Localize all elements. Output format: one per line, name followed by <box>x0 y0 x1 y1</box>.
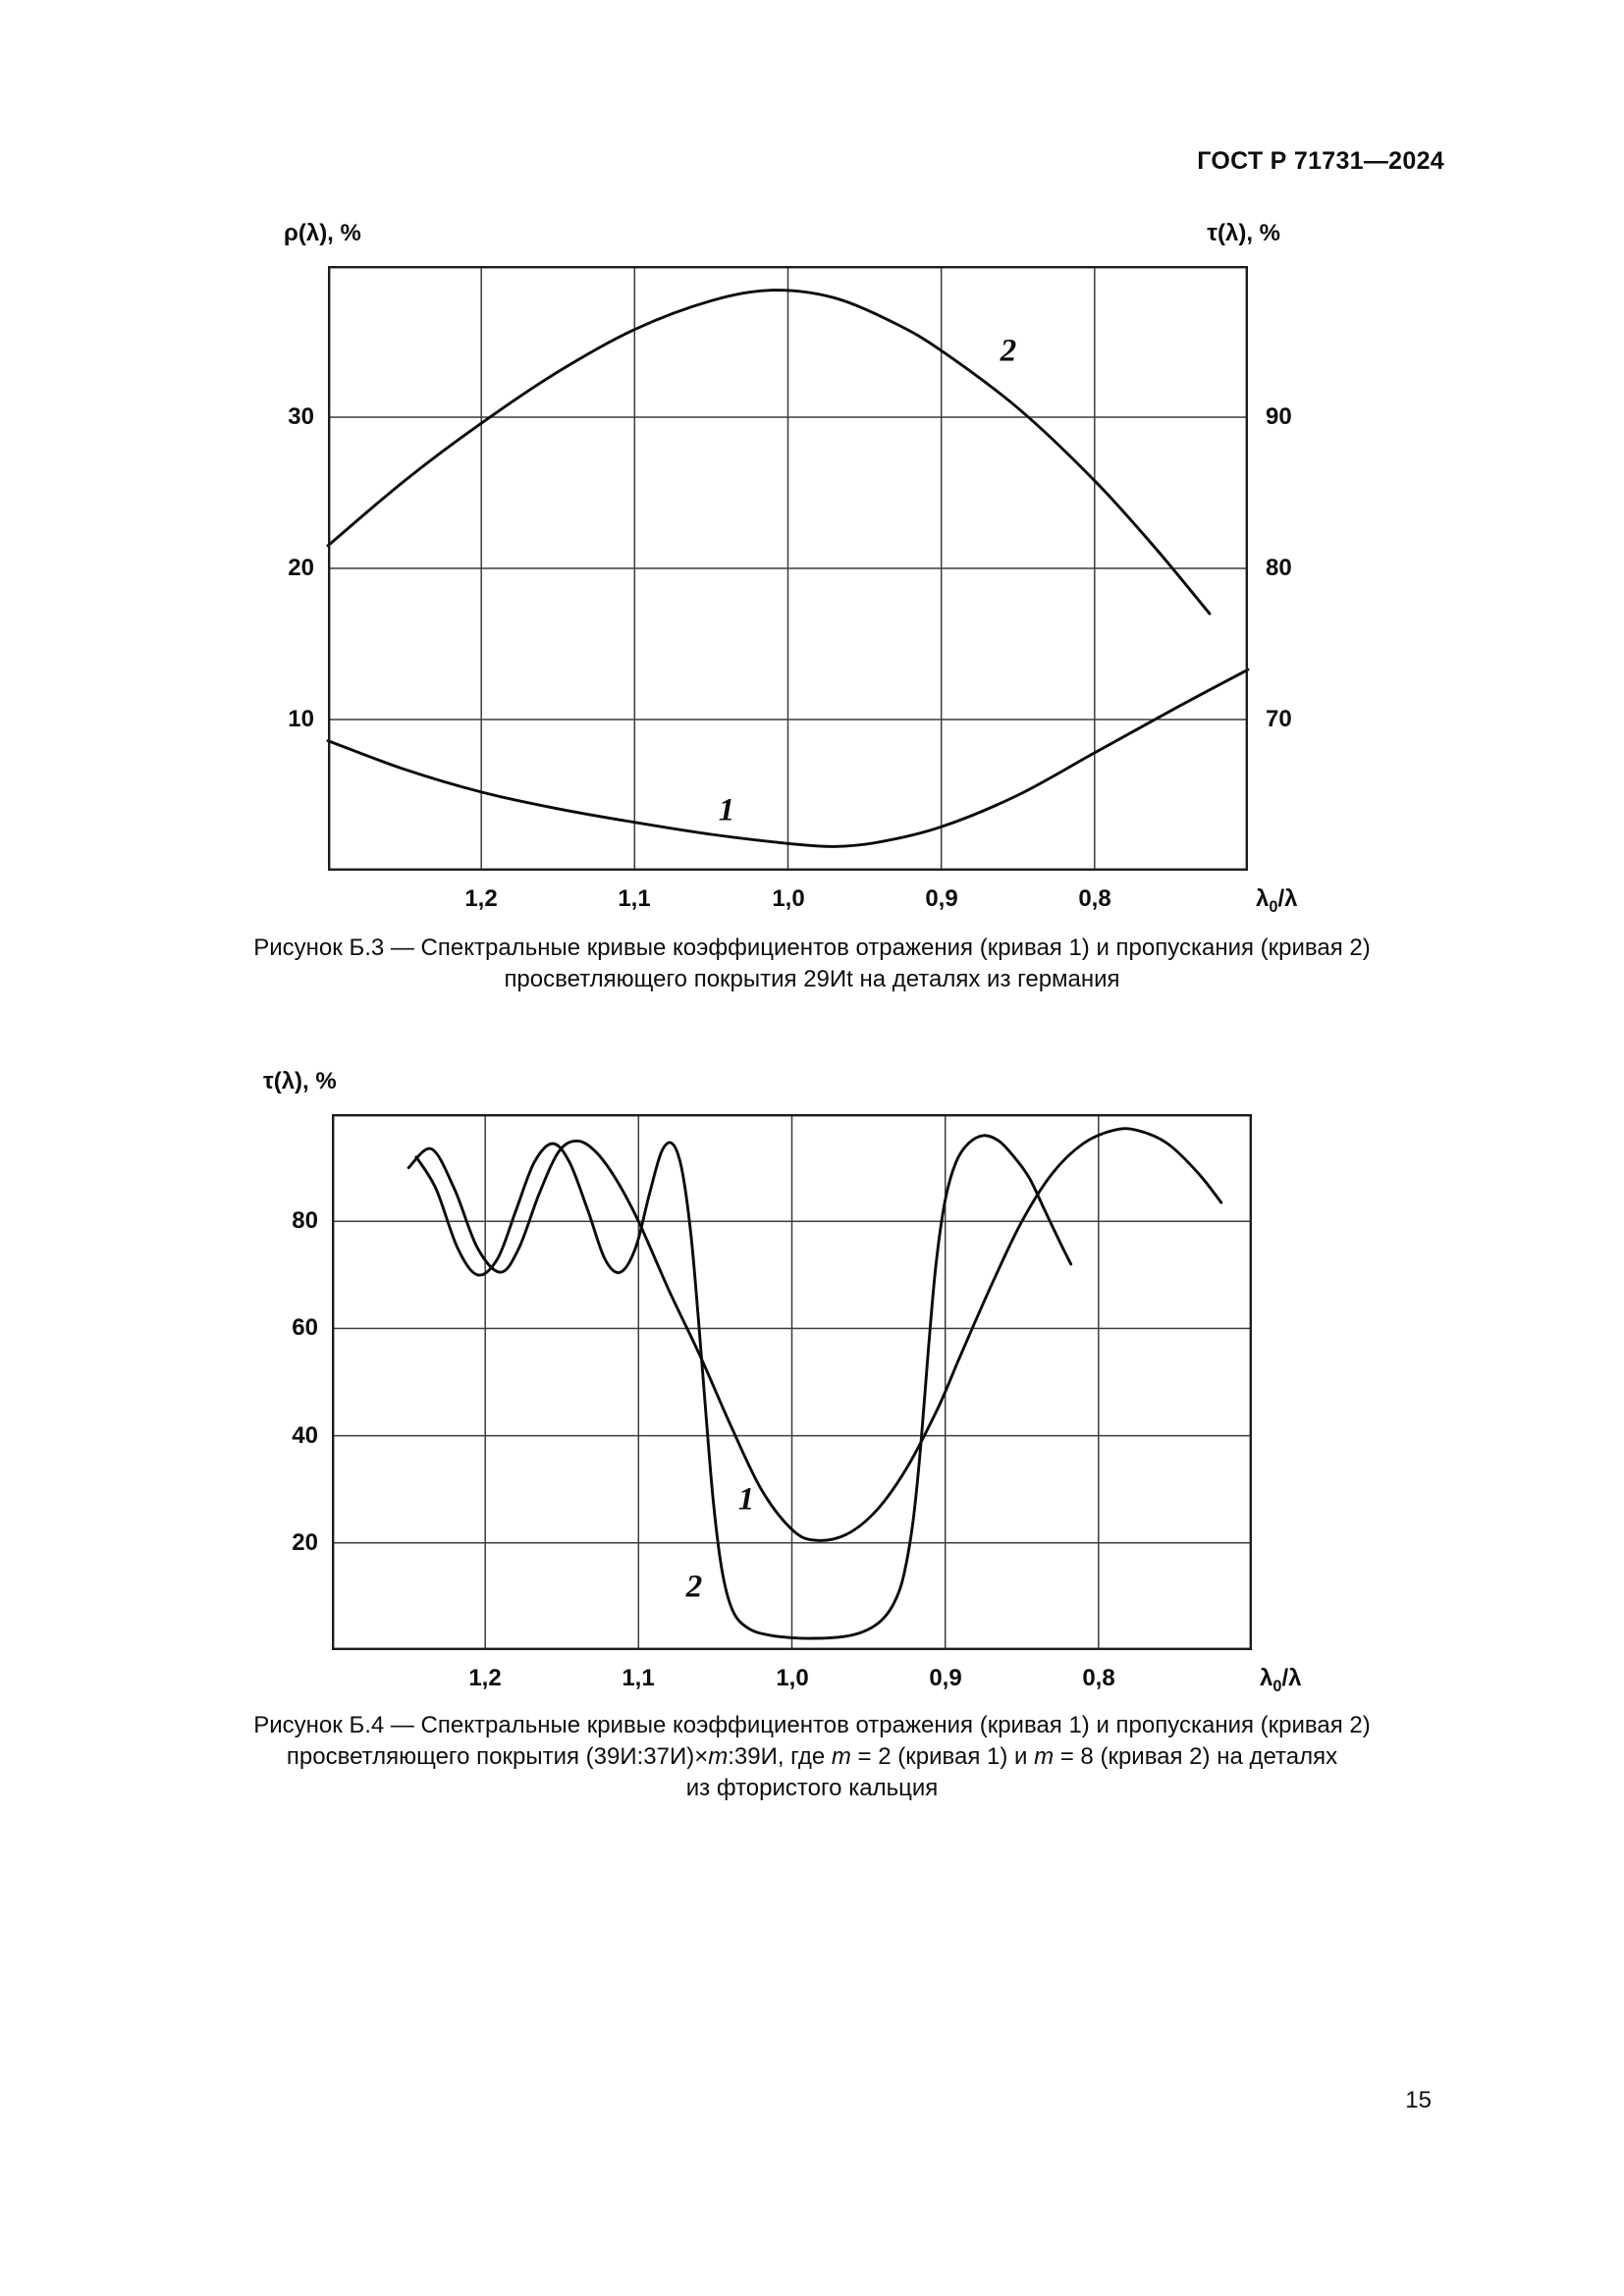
figure-b3-caption: Рисунок Б.3 — Спектральные кривые коэффи… <box>81 933 1543 995</box>
caption-segment-italic-m: m <box>831 1743 851 1770</box>
caption-line: Рисунок Б.3 — Спектральные кривые коэффи… <box>253 934 1371 961</box>
x-axis-title: λ0/λ <box>1260 1665 1301 1696</box>
x-axis-title-rest: /λ <box>1277 885 1298 912</box>
x-axis-title-subscript: 0 <box>1269 897 1278 916</box>
right-axis-tick: 70 <box>1266 706 1292 732</box>
x-axis-tick: 1,1 <box>622 1665 655 1691</box>
x-axis-tick: 1,1 <box>618 885 651 912</box>
x-axis-title: λ0/λ <box>1256 885 1297 917</box>
x-axis-tick: 1,0 <box>772 885 805 912</box>
curve-2-label: 2 <box>1000 333 1017 369</box>
right-axis-tick: 80 <box>1266 555 1292 581</box>
x-axis-title-lambda: λ <box>1256 885 1270 912</box>
page-number: 15 <box>1405 2087 1432 2113</box>
curve-1-label: 1 <box>737 1481 755 1518</box>
x-axis-title-rest: /λ <box>1281 1665 1302 1691</box>
x-axis-title-subscript: 0 <box>1272 1677 1282 1695</box>
curve-1-label: 1 <box>718 792 735 828</box>
x-axis-tick: 1,0 <box>776 1665 809 1691</box>
caption-line: просветляющего покрытия 29Иt на деталях … <box>504 966 1120 992</box>
caption-line: просветляющего покрытия (39И:37И)×m:39И,… <box>81 1741 1543 1773</box>
caption-segment-italic-m: m <box>708 1743 729 1770</box>
x-axis-tick: 1,2 <box>464 885 498 912</box>
x-axis-tick: 0,9 <box>925 885 958 912</box>
x-axis-tick: 0,8 <box>1082 1665 1115 1691</box>
figure-b3-chart <box>326 266 1250 871</box>
caption-line: из фтористого кальция <box>685 1775 939 1801</box>
x-axis-tick: 1,2 <box>468 1665 502 1691</box>
caption-segment-italic-m: m <box>1034 1743 1055 1770</box>
caption-segment: = 2 (кривая 1) и <box>850 1743 1035 1770</box>
caption-segment: = 8 (кривая 2) на деталях <box>1054 1743 1338 1770</box>
caption-line: Рисунок Б.4 — Спектральные кривые коэффи… <box>253 1712 1371 1738</box>
y-axis-tick: 40 <box>292 1422 318 1449</box>
figure-b3-plot: ρ(λ), % τ(λ), % 30 20 10 90 80 70 1,2 1,… <box>284 220 1297 916</box>
right-axis-tick: 90 <box>1266 403 1292 430</box>
x-axis-tick: 0,8 <box>1078 885 1111 912</box>
figure-b4-plot: τ(λ), % 80 60 40 20 1,2 1,1 1,0 0,9 0,8 … <box>263 1068 1301 1695</box>
caption-segment: просветляющего покрытия (39И:37И)× <box>286 1743 709 1770</box>
x-axis-tick: 0,9 <box>929 1665 962 1691</box>
left-axis-title: ρ(λ), % <box>284 220 361 246</box>
left-axis-tick: 30 <box>288 403 314 430</box>
figure-b4-chart <box>332 1114 1252 1650</box>
left-axis-tick: 10 <box>288 706 314 732</box>
right-axis-title: τ(λ), % <box>1207 220 1280 246</box>
left-axis-tick: 20 <box>288 555 314 581</box>
y-axis-tick: 60 <box>292 1314 318 1341</box>
y-axis-tick: 80 <box>292 1207 318 1234</box>
document-header: ГОСТ Р 71731—2024 <box>1197 147 1444 175</box>
y-axis-tick: 20 <box>292 1529 318 1556</box>
x-axis-title-lambda: λ <box>1260 1665 1273 1691</box>
figure-b4-caption: Рисунок Б.4 — Спектральные кривые коэффи… <box>81 1710 1543 1804</box>
caption-segment: :39И, где <box>728 1743 832 1770</box>
curve-2-label: 2 <box>685 1569 703 1605</box>
y-axis-title: τ(λ), % <box>263 1068 337 1095</box>
